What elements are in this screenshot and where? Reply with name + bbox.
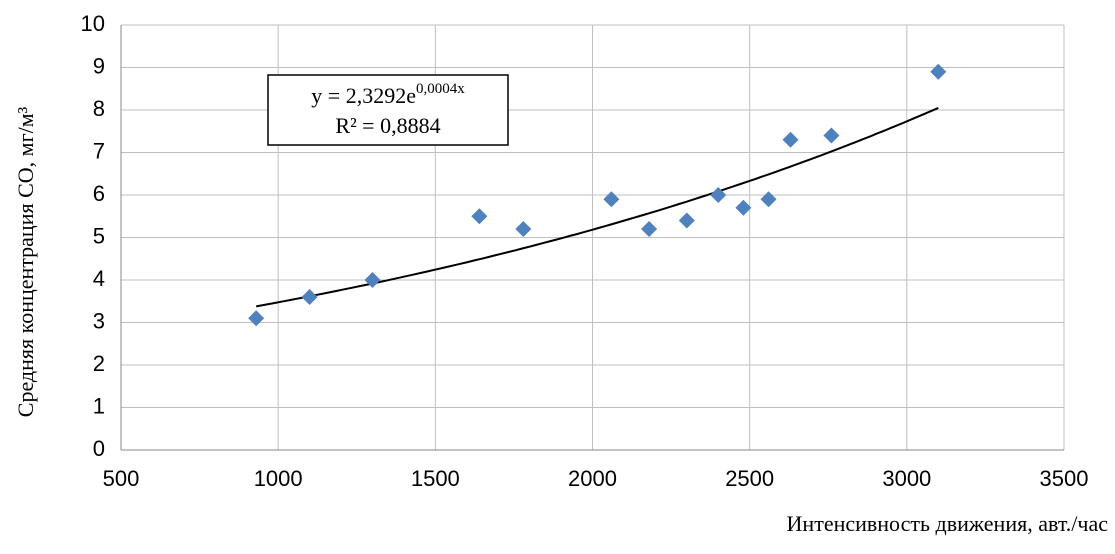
point [471,208,488,225]
x-tick-label: 2500 [725,466,774,491]
y-tick-label: 8 [93,96,105,121]
point [301,289,318,305]
y-tick-label: 10 [81,11,105,36]
x-tick-label: 500 [103,466,140,491]
point [515,221,532,237]
equation-exponent: 0,0004x [416,81,465,97]
point [760,191,777,208]
y-tick-label: 6 [93,181,105,206]
x-tick-label: 3000 [882,466,931,491]
y-tick-label: 7 [93,138,105,163]
point [823,127,840,144]
point [248,310,265,327]
point [603,191,620,208]
x-tick-label: 2000 [568,466,617,491]
y-tick-label: 5 [93,223,105,248]
x-tick-label: 3500 [1040,466,1089,491]
point [930,63,947,80]
point [678,212,695,229]
trend-equation: y = 2,3292e0,0004x [311,81,465,108]
y-axis-label: Средняя концентрация СО, мг/м³ [13,106,38,417]
x-tick-label: 1500 [411,466,460,491]
y-tick-label: 3 [93,308,105,333]
equation-box [267,74,509,146]
y-tick-label: 2 [93,351,105,376]
r-squared: R² = 0,8884 [335,113,440,138]
y-tick-label: 1 [93,393,105,418]
point [735,199,752,216]
y-tick-label: 9 [93,53,105,78]
y-tick-label: 0 [93,436,105,461]
point [782,131,799,148]
point [710,187,727,203]
y-tick-label: 4 [93,266,105,291]
x-axis-label: Интенсивность движения, авт./час [787,511,1109,536]
point [364,272,381,288]
equation-base: y = 2,3292e [311,83,416,108]
point [641,221,658,237]
x-tick-label: 1000 [254,466,303,491]
